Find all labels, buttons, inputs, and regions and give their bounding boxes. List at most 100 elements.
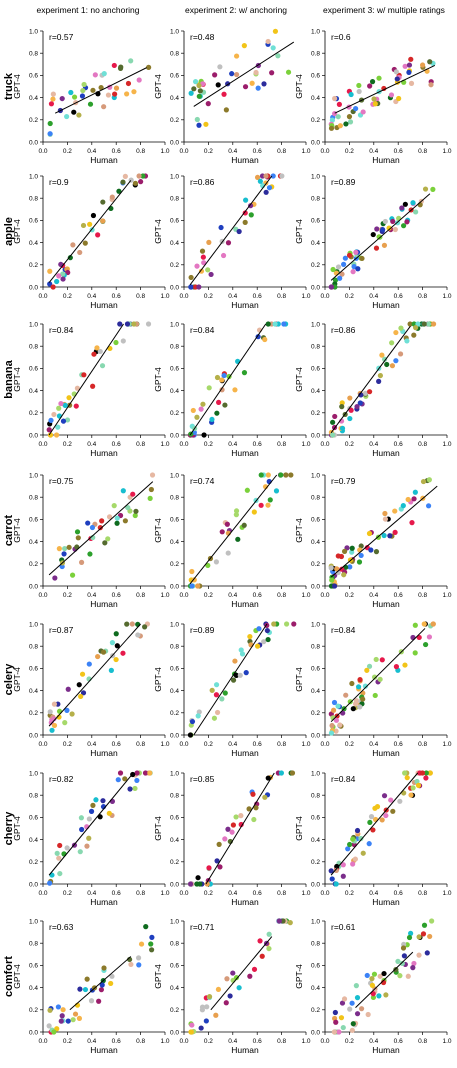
data-point [205,267,211,273]
x-tick-label: 0.0 [38,741,47,748]
x-tick-label: 0.0 [38,1038,47,1045]
y-tick-label: 0.8 [170,644,179,651]
data-point [392,226,398,233]
x-axis-label: Human [90,300,118,310]
y-tick-label: 0.6 [170,517,179,524]
x-tick-label: 0.6 [112,293,121,300]
data-point [209,687,215,693]
y-tick-label: 1.0 [311,28,320,35]
data-point [95,232,101,238]
y-tick-label: 0.4 [311,240,320,247]
data-point [85,520,91,526]
data-point [84,976,90,982]
x-tick-label: 0.2 [63,293,72,300]
data-point [358,543,364,549]
data-point [247,203,254,209]
data-point [244,487,250,493]
x-tick-label: 0.2 [63,741,72,748]
correlation-label: r=0.89 [190,625,215,635]
y-tick-label: 1.0 [311,472,320,479]
regression-line [330,193,431,281]
data-point [345,846,351,852]
y-tick-label: 0.8 [311,495,320,502]
y-axis-label: GPT-4 [153,816,163,841]
data-point [332,413,338,420]
data-point [272,28,279,34]
data-point [341,572,347,578]
correlation-label: r=0.74 [190,476,215,486]
data-point [287,920,293,926]
data-point [367,83,373,89]
x-tick-label: 0.4 [87,592,96,599]
data-point [111,503,117,509]
data-point [79,671,86,677]
data-point [234,71,240,78]
y-tick-label: 0.4 [311,688,320,695]
data-point [120,650,126,656]
data-point [332,583,338,589]
data-point [404,775,410,781]
x-tick-label: 0.8 [136,1038,145,1045]
data-point [189,583,195,589]
data-point [188,284,194,290]
y-tick-label: 0.6 [29,73,38,80]
regression-line [48,180,132,283]
panel-cherry-3: 0.0 0.2 0.4 0.6 0.8 1.00.00.20.40.60.81.0Huma… [294,770,452,907]
y-tick-label: 0.2 [29,410,38,417]
data-point [270,45,276,51]
y-tick-label: 0.8 [29,51,38,58]
data-point [136,77,142,83]
data-point [370,994,377,1001]
panel-comfort-2: 0.0 0.2 0.4 0.6 0.8 1.00.00.20.40.60.81.0Huma… [153,918,311,1055]
panel-truck-3: 0.0 0.2 0.4 0.6 0.8 1.00.00.20.40.60.81.0Huma… [294,28,452,165]
data-point [68,89,74,96]
regression-line [48,323,124,436]
data-point [285,69,292,75]
data-point [394,76,400,82]
data-point [331,1029,337,1035]
x-axis-label: Human [231,748,259,758]
regression-line [330,325,411,434]
data-point [413,209,419,215]
correlation-label: r=0.84 [190,325,215,335]
data-point [199,1004,206,1010]
data-point [135,632,141,638]
data-point [97,525,103,531]
data-point [430,621,436,627]
data-point [90,802,96,808]
y-tick-label: 0.4 [170,240,179,247]
data-point [148,941,154,947]
y-tick-label: 0.2 [29,859,38,866]
x-tick-label: 0.8 [277,1038,286,1045]
data-point [370,231,376,238]
data-point [145,321,152,327]
data-point [337,123,343,129]
y-tick-label: 0.2 [170,859,179,866]
data-point [132,180,139,186]
data-point [370,991,376,997]
x-tick-label: 0.4 [369,741,378,748]
data-point [65,686,71,692]
y-tick-label: 0.0 [311,284,320,291]
x-axis-label: Human [231,897,259,907]
y-tick-label: 1.0 [29,173,38,180]
data-point [67,255,73,261]
data-point [383,812,389,819]
data-point [262,336,268,343]
y-tick-label: 0.4 [170,688,179,695]
data-point [341,548,348,554]
x-tick-label: 0.6 [253,148,262,155]
data-point [366,663,373,669]
data-point [201,260,207,266]
y-tick-label: 1.0 [29,321,38,328]
x-axis-label: Human [231,300,259,310]
data-point [419,770,426,776]
data-point [206,865,212,871]
data-point [279,173,285,179]
data-point [402,770,408,776]
data-point [386,225,392,231]
y-tick-label: 0.0 [170,1029,179,1036]
data-point [339,1000,346,1006]
data-point [349,545,355,551]
correlation-label: r=0.75 [49,476,74,486]
